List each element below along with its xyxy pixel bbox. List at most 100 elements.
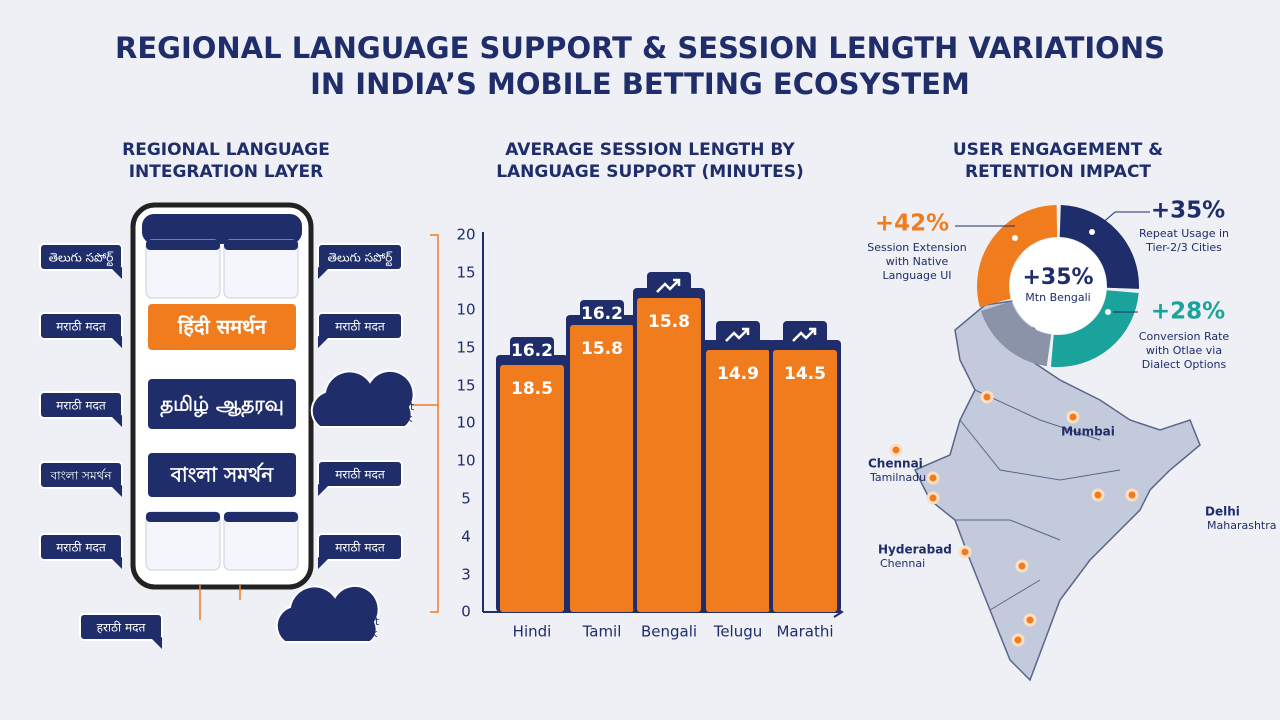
tag-tail — [318, 267, 328, 279]
cloud — [310, 369, 415, 428]
panel-heading: USER ENGAGEMENT & — [953, 140, 1163, 160]
trend-icon — [792, 327, 817, 342]
callout-text: with Native — [886, 255, 949, 268]
city-name: Mumbai — [1061, 425, 1115, 439]
mini-card-bar — [146, 240, 220, 250]
axis-label: 0 — [461, 603, 471, 621]
language-tag — [39, 391, 123, 419]
bar-top-label: 16.2 — [511, 341, 553, 361]
cloud-label: Localized Content — [316, 400, 415, 413]
city-dot — [1091, 488, 1105, 502]
tag-tail — [318, 336, 328, 348]
language-tag-label: తెలుగు సపోర్ట్ — [49, 251, 114, 267]
callout-text: Repeat Usage in — [1139, 227, 1229, 240]
category-label: Tamil — [582, 623, 622, 641]
category-label: Marathi — [776, 623, 833, 641]
bar-inner-label: 14.5 — [784, 364, 826, 384]
city-dot — [958, 545, 972, 559]
language-tag-label: मराठी मदत — [56, 541, 107, 555]
bar-top-label: 16.2 — [581, 304, 623, 324]
language-pill — [146, 302, 298, 352]
panel-heading: REGIONAL LANGUAGE — [122, 140, 330, 160]
bar — [570, 325, 634, 612]
donut-segment — [977, 205, 1058, 307]
tag-tail — [112, 415, 122, 427]
donut-segment — [1059, 205, 1139, 289]
callout-text: Language UI — [882, 269, 951, 282]
cloud-label: Delivery Network — [282, 627, 378, 640]
cloud — [275, 584, 380, 643]
panel-heading: RETENTION IMPACT — [965, 162, 1151, 182]
panel-heading: LANGUAGE SUPPORT (MINUTES) — [496, 162, 804, 182]
callout-text: with Otlae via — [1146, 344, 1222, 357]
mini-card-bar — [146, 512, 220, 522]
tag-tail — [112, 485, 122, 497]
callout-value: +28% — [1151, 299, 1225, 325]
bar — [773, 350, 837, 612]
state-lines — [955, 389, 1121, 611]
bar-inner-label: 18.5 — [511, 379, 553, 399]
axis-label: 5 — [461, 490, 471, 508]
tag-tail — [152, 637, 162, 649]
bar — [637, 298, 701, 612]
bar-cap — [510, 337, 554, 365]
language-tag-label: বাংলা সমর্থন — [49, 469, 112, 483]
city-name: Hyderabad — [878, 543, 952, 557]
axis-label: 3 — [461, 566, 471, 584]
callout-dot — [1103, 307, 1113, 317]
language-tag — [39, 312, 123, 340]
city-subname: Tamilnadu — [869, 471, 926, 484]
language-tag — [317, 243, 403, 271]
title-line: IN INDIA’S MOBILE BETTING ECOSYSTEM — [310, 67, 970, 101]
language-pill — [146, 377, 298, 431]
tag-tail — [112, 557, 122, 569]
tag-tail — [112, 267, 122, 279]
callout-text: Tier-2/3 Cities — [1145, 241, 1222, 254]
callout-text: Conversion Rate — [1139, 330, 1230, 343]
city-subname: Chennai — [880, 557, 925, 570]
donut-center-label: Mtn Bengali — [1025, 291, 1090, 304]
bar — [500, 365, 564, 612]
donut-center — [1010, 238, 1106, 334]
donut-segment — [980, 300, 1052, 367]
city-name: Delhi — [1205, 505, 1240, 519]
bar-inner-label: 14.9 — [717, 364, 759, 384]
tag-tail — [318, 557, 328, 569]
trend-icon — [725, 327, 750, 342]
bar-inner-label: 15.8 — [581, 339, 623, 359]
bar-inner-label: 15.8 — [648, 312, 690, 332]
language-tag-label: मराठी मदत — [56, 399, 107, 413]
language-tag-label: मराठी मदत — [335, 320, 386, 334]
cloud-label: Localized Content — [281, 615, 380, 628]
callout-value: +35% — [1151, 198, 1225, 224]
callout-text: Session Extension — [867, 241, 966, 254]
language-tag — [39, 533, 123, 561]
axis-label: 15 — [456, 339, 475, 357]
language-tag-label: తెలుగు సపోర్ట్ — [328, 251, 393, 267]
language-pill-label: हिंदी समर्थन — [177, 315, 267, 339]
language-tag — [317, 312, 403, 340]
category-label: Telugu — [713, 623, 763, 641]
axis-label: 15 — [456, 264, 475, 282]
language-tag-label: मराठी मदत — [335, 541, 386, 555]
axis-label: 10 — [456, 414, 475, 432]
language-tag — [79, 613, 163, 641]
bar-cap — [647, 272, 691, 298]
city-name: Chennai — [868, 457, 923, 471]
language-tag-label: मराठी मदत — [335, 468, 386, 482]
city-subname: Maharashtra — [1207, 519, 1277, 532]
language-tag — [317, 460, 403, 488]
category-label: Bengali — [641, 623, 697, 641]
city-dot — [980, 390, 994, 404]
axis-label: 10 — [456, 301, 475, 319]
panel-heading: INTEGRATION LAYER — [129, 162, 324, 182]
callout-text: Dialect Options — [1142, 358, 1227, 371]
connector — [199, 234, 439, 620]
callout-dot — [1010, 233, 1020, 243]
city-dot — [1125, 488, 1139, 502]
language-tag-label: हराठी मदत — [97, 621, 147, 635]
donut-center-value: +35% — [1022, 265, 1093, 290]
panel-heading: AVERAGE SESSION LENGTH BY — [505, 140, 795, 160]
city-dot — [1066, 410, 1080, 424]
